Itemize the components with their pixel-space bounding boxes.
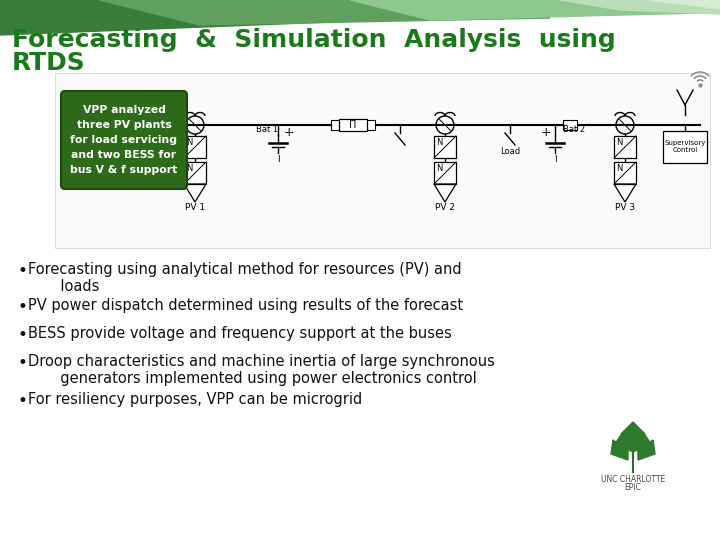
Text: N: N [616, 138, 622, 147]
Text: Line: Line [113, 107, 127, 113]
Text: Bat 2: Bat 2 [563, 125, 585, 134]
Text: N: N [436, 164, 442, 173]
Text: Droop characteristics and machine inertia of large synchronous
       generators: Droop characteristics and machine inerti… [28, 354, 495, 387]
Polygon shape [611, 440, 628, 460]
Text: N: N [436, 138, 442, 147]
Polygon shape [0, 0, 180, 30]
Text: Bat 1: Bat 1 [256, 125, 278, 134]
Text: +: + [284, 126, 294, 139]
Text: EPIC: EPIC [624, 483, 642, 492]
Text: Forecasting using analytical method for resources (PV) and
       loads: Forecasting using analytical method for … [28, 262, 462, 294]
Text: I: I [554, 155, 557, 164]
Text: •: • [18, 326, 28, 344]
FancyBboxPatch shape [331, 120, 345, 130]
Text: Load: Load [500, 147, 520, 156]
Text: +: + [541, 126, 552, 139]
FancyBboxPatch shape [339, 119, 367, 131]
Text: •: • [18, 392, 28, 410]
FancyBboxPatch shape [563, 120, 577, 130]
FancyBboxPatch shape [614, 162, 636, 184]
FancyBboxPatch shape [663, 131, 707, 163]
FancyBboxPatch shape [184, 136, 206, 158]
Text: Forecasting  &  Simulation  Analysis  using: Forecasting & Simulation Analysis using [12, 28, 616, 52]
Text: Grid: Grid [72, 145, 88, 154]
Polygon shape [633, 432, 651, 452]
Text: UNC CHARLOTTE: UNC CHARLOTTE [601, 475, 665, 484]
Text: •: • [18, 298, 28, 316]
FancyBboxPatch shape [61, 91, 187, 189]
Text: impedance: impedance [101, 112, 139, 118]
Text: PV 2: PV 2 [435, 203, 455, 212]
FancyBboxPatch shape [434, 162, 456, 184]
FancyBboxPatch shape [434, 136, 456, 158]
Text: N: N [186, 164, 192, 173]
Text: Π: Π [349, 120, 356, 130]
Text: PV 1: PV 1 [185, 203, 205, 212]
Text: I: I [276, 155, 279, 164]
Polygon shape [621, 422, 645, 444]
Polygon shape [100, 0, 550, 25]
Text: PV power dispatch determined using results of the forecast: PV power dispatch determined using resul… [28, 298, 463, 313]
FancyBboxPatch shape [361, 120, 375, 130]
FancyBboxPatch shape [55, 73, 710, 248]
Polygon shape [615, 432, 633, 452]
Polygon shape [560, 0, 720, 14]
Polygon shape [0, 0, 380, 35]
Text: PV 3: PV 3 [615, 203, 635, 212]
Text: Supervisory
Control: Supervisory Control [665, 140, 706, 153]
FancyBboxPatch shape [614, 136, 636, 158]
Polygon shape [650, 0, 720, 8]
Text: VPP analyzed
three PV plants
for load servicing
and two BESS for
bus V & f suppo: VPP analyzed three PV plants for load se… [71, 105, 178, 174]
Text: RTDS: RTDS [12, 51, 86, 75]
Text: N: N [616, 164, 622, 173]
FancyBboxPatch shape [143, 120, 157, 130]
Polygon shape [350, 0, 700, 20]
FancyBboxPatch shape [184, 162, 206, 184]
Text: •: • [18, 354, 28, 372]
Text: BESS provide voltage and frequency support at the buses: BESS provide voltage and frequency suppo… [28, 326, 451, 341]
Polygon shape [638, 440, 655, 460]
Text: N: N [186, 138, 192, 147]
Text: •: • [18, 262, 28, 280]
Text: For resiliency purposes, VPP can be microgrid: For resiliency purposes, VPP can be micr… [28, 392, 362, 407]
